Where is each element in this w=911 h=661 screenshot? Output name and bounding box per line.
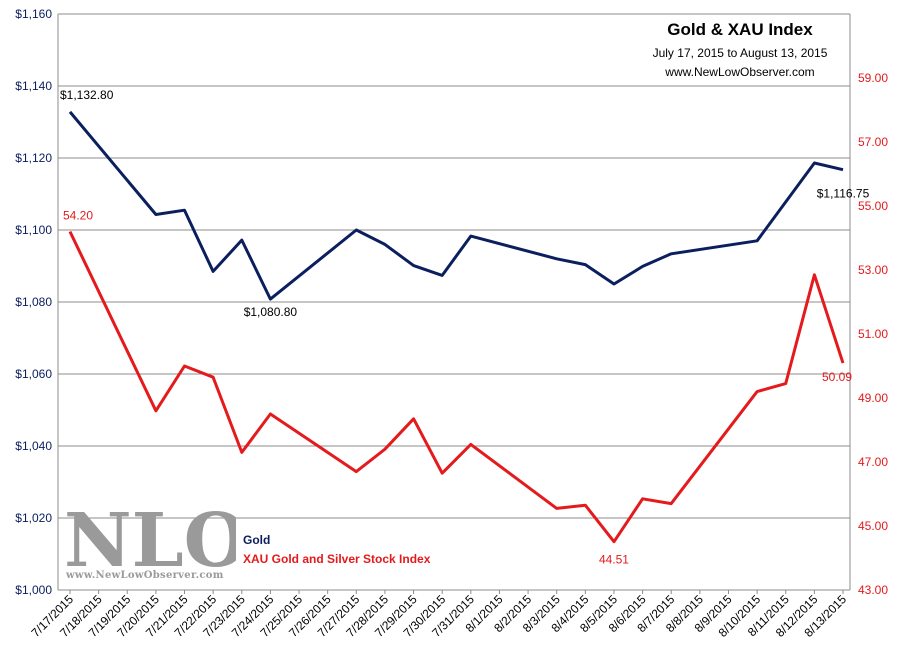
right-tick-label: 53.00 [858,263,888,277]
xau-data-label: 44.51 [599,553,629,567]
right-tick-label: 43.00 [858,583,888,597]
legend-xau: XAU Gold and Silver Stock Index [243,552,431,566]
gold-data-label: $1,116.75 [817,187,870,201]
left-axis-tick-labels: $1,000 $1,020 $1,040 $1,060 $1,080 $1,100 $1,1… [15,7,52,597]
x-axis-tick-labels: 7/17/20157/18/20157/19/20157/20/20157/21… [28,592,849,640]
right-axis-tick-labels: 43.00 45.00 47.00 49.00 51.00 53.00 55.00 57.00… [858,71,888,597]
axes [57,14,851,594]
left-tick-label: $1,060 [15,367,52,381]
chart-website: www.NewLowObserver.com [665,65,815,79]
xau-data-label: 54.20 [63,209,93,223]
left-tick-label: $1,040 [15,439,52,453]
series-lines [68,110,845,544]
grid-lines [58,13,850,591]
right-tick-label: 59.00 [858,71,888,85]
logo-text: NLO [64,504,236,584]
left-tick-label: $1,140 [15,79,52,93]
legend-gold: Gold [243,533,271,547]
right-tick-label: 49.00 [858,391,888,405]
left-tick-label: $1,100 [15,223,52,237]
gold-line [68,110,844,301]
right-tick-label: 51.00 [858,327,888,341]
xau-data-label: 50.09 [822,370,852,384]
left-tick-label: $1,020 [15,511,52,525]
right-tick-label: 55.00 [858,199,888,213]
right-tick-label: 57.00 [858,135,888,149]
data-labels: $1,132.80 $1,080.80 $1,116.75 54.20 44.51 50.… [60,88,870,567]
right-tick-label: 45.00 [858,519,888,533]
left-tick-label: $1,000 [15,583,52,597]
chart-title: Gold & XAU Index [667,20,813,39]
right-tick-label: 47.00 [858,455,888,469]
gold-data-label: $1,132.80 [60,88,114,102]
chart-subtitle: July 17, 2015 to August 13, 2015 [652,46,828,60]
xau-line [68,230,845,544]
left-tick-label: $1,120 [15,151,52,165]
nlo-logo: NLO [64,504,236,584]
left-tick-label: $1,160 [15,7,52,21]
gold-data-label: $1,080.80 [244,305,298,319]
left-tick-label: $1,080 [15,295,52,309]
logo-url: www.NewLowObserver.com [66,570,224,581]
